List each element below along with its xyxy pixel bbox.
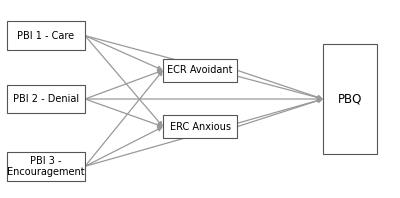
- FancyBboxPatch shape: [7, 152, 85, 181]
- Text: PBQ: PBQ: [338, 92, 362, 106]
- FancyBboxPatch shape: [163, 59, 237, 82]
- FancyBboxPatch shape: [163, 115, 237, 138]
- Text: PBI 3 -
Encouragement: PBI 3 - Encouragement: [7, 155, 85, 177]
- Text: PBI 2 - Denial: PBI 2 - Denial: [13, 94, 79, 104]
- Text: PBI 1 - Care: PBI 1 - Care: [18, 31, 74, 41]
- FancyBboxPatch shape: [7, 21, 85, 50]
- Text: ECR Avoidant: ECR Avoidant: [167, 65, 233, 75]
- Text: ERC Anxious: ERC Anxious: [170, 122, 230, 132]
- FancyBboxPatch shape: [323, 44, 377, 154]
- FancyBboxPatch shape: [7, 85, 85, 113]
